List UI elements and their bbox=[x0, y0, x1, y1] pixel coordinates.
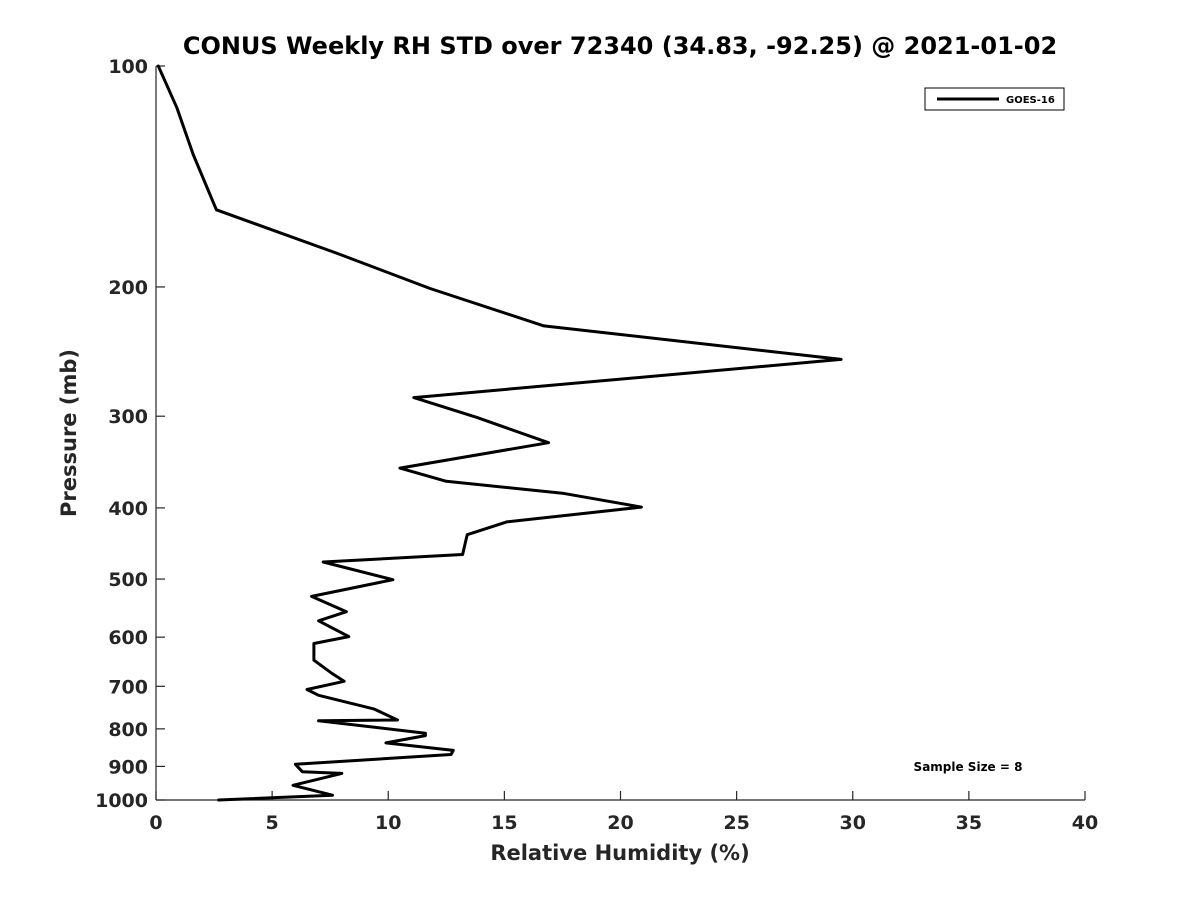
x-tick-label: 15 bbox=[491, 812, 517, 834]
plot-lines bbox=[156, 64, 843, 802]
y-tick-label: 800 bbox=[108, 719, 148, 741]
x-tick-label: 30 bbox=[840, 812, 866, 834]
axes: 0 5 10 15 20 25 30 35 40 100 200 300 400 500 600 700 800… bbox=[95, 56, 1098, 834]
y-tick-label: 100 bbox=[108, 56, 148, 78]
x-tick-label: 10 bbox=[375, 812, 401, 834]
x-tick-label: 0 bbox=[149, 812, 162, 834]
sample-size-annotation: Sample Size = 8 bbox=[914, 760, 1023, 774]
y-tick-label: 600 bbox=[108, 627, 148, 649]
y-tick-label: 200 bbox=[108, 277, 148, 299]
y-axis-label: Pressure (mb) bbox=[57, 349, 81, 517]
y-tick-label: 300 bbox=[108, 406, 148, 428]
series-line-goes-16 bbox=[156, 64, 843, 802]
x-tick-label: 25 bbox=[723, 812, 749, 834]
x-tick-label: 40 bbox=[1072, 812, 1098, 834]
y-tick-label: 900 bbox=[108, 756, 148, 778]
y-tick-label: 700 bbox=[108, 676, 148, 698]
y-tick-label: 1000 bbox=[95, 790, 148, 812]
x-tick-label: 5 bbox=[266, 812, 279, 834]
x-tick-label: 35 bbox=[956, 812, 982, 834]
x-tick-label: 20 bbox=[607, 812, 633, 834]
legend-label: GOES-16 bbox=[1006, 95, 1055, 106]
y-tick-label: 500 bbox=[108, 569, 148, 591]
chart-title: CONUS Weekly RH STD over 72340 (34.83, -… bbox=[183, 32, 1057, 60]
y-tick-label: 400 bbox=[108, 498, 148, 520]
legend: GOES-16 bbox=[924, 87, 1065, 111]
x-axis-label: Relative Humidity (%) bbox=[490, 841, 749, 865]
